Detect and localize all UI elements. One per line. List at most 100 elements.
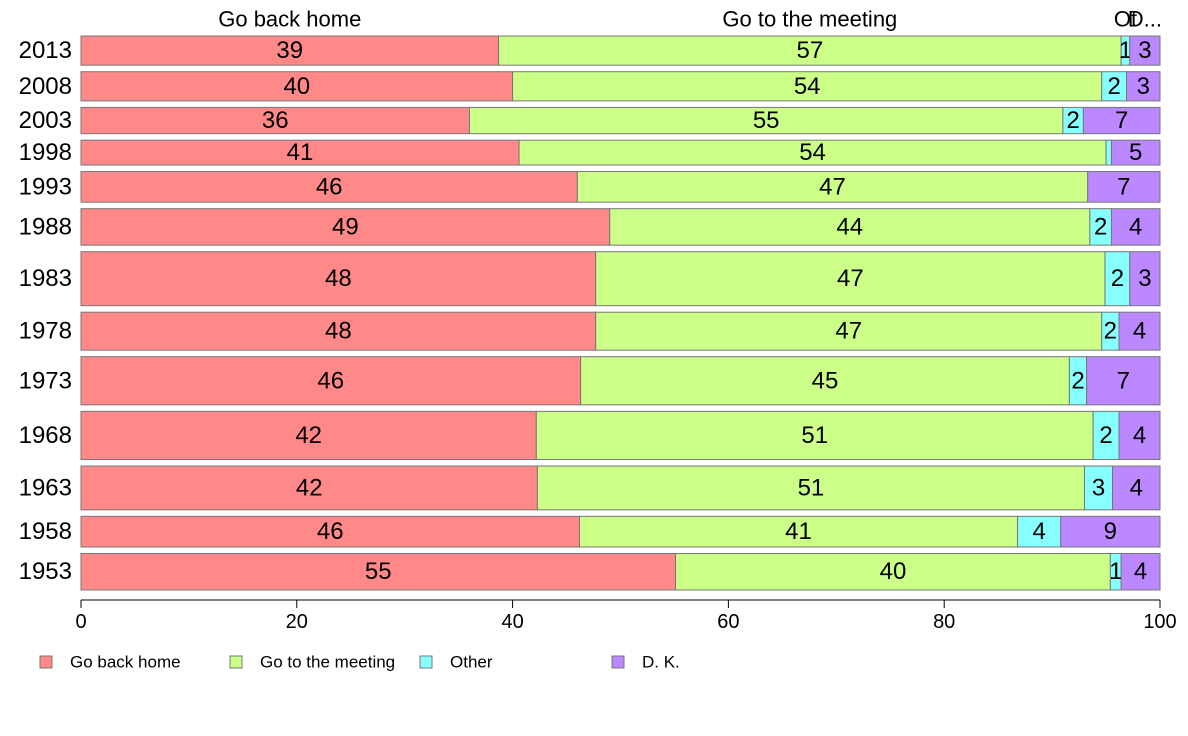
legend: Go back home Go to the meeting Other D. K. [39,653,680,672]
bar-segment-1998-d-k- [1110,139,1161,166]
x-tick-label-60: 60 [717,611,739,633]
bar-segment-1998-other [1105,139,1112,166]
bar-segment-1993-d-k- [1087,171,1161,203]
bar-segment-1963-go-back-home [80,465,538,511]
data-label-1983-2: 2 [1111,265,1124,292]
year-label-1963: 1963 [19,474,72,501]
year-label-1978: 1978 [19,318,72,345]
bar-segment-1998-go-to-the-meeting [518,139,1107,166]
bar-segment-1958-other [1017,515,1062,548]
year-label-1953: 1953 [19,558,72,585]
data-label-2008-1: 54 [794,73,821,100]
data-label-1983-0: 48 [325,265,352,292]
data-label-2003-2: 2 [1066,107,1079,134]
data-label-1968-0: 42 [295,422,322,449]
legend-item-3: D. K. [611,653,680,672]
bar-row-1998: 1998 41 54 5 [19,139,1161,166]
data-label-1998-0: 41 [287,139,314,166]
year-label-2008: 2008 [19,73,72,100]
column-label-0: Go back home [218,7,361,32]
data-label-2003-0: 36 [262,107,289,134]
year-label-1988: 1988 [19,213,72,240]
bar-segment-1953-go-back-home [80,552,677,591]
year-label-1973: 1973 [19,367,72,394]
data-label-1968-3: 4 [1133,422,1146,449]
bar-row-1958: 1958 46 41 4 9 [19,515,1161,548]
data-label-1983-1: 47 [837,265,864,292]
bar-segment-1983-d-k- [1129,251,1161,307]
year-label-1958: 1958 [19,518,72,545]
data-label-1978-2: 2 [1104,318,1117,345]
bar-row-2013: 2013 39 57 1 3 [19,35,1161,66]
bar-segment-1953-d-k- [1120,552,1161,591]
data-label-1978-3: 4 [1133,318,1146,345]
bar-segment-1968-go-to-the-meeting [535,410,1094,461]
bar-segment-1958-go-back-home [80,515,580,548]
legend-label-0: Go back home [70,653,181,672]
data-label-1963-0: 42 [296,474,323,501]
bar-segment-1998-go-back-home [80,139,520,166]
bar-segment-1988-go-back-home [80,208,611,246]
bar-row-1973: 1973 46 45 2 7 [19,356,1161,406]
data-label-1958-0: 46 [317,518,344,545]
bar-segment-1968-other [1092,410,1120,461]
data-label-1958-3: 9 [1104,518,1117,545]
legend-item-1: Go to the meeting [229,653,395,672]
bar-row-1988: 1988 49 44 2 4 [19,208,1161,246]
x-tick-label-100: 100 [1143,611,1176,633]
data-label-2013-0: 39 [276,37,303,64]
year-label-2003: 2003 [19,107,72,134]
year-label-2013: 2013 [19,37,72,64]
bar-segment-1993-go-back-home [80,171,578,203]
data-label-1998-3: 5 [1129,139,1142,166]
column-labels: Go back home Go to the meeting OtD... [218,7,1162,32]
bar-segment-2003-d-k- [1082,106,1161,135]
data-label-2008-0: 40 [283,73,310,100]
data-label-1988-0: 49 [332,213,359,240]
year-label-1968: 1968 [19,422,72,449]
legend-swatch-1 [229,655,243,669]
x-axis: 0 20 40 60 80 100 [75,599,1177,633]
data-label-2008-3: 3 [1137,73,1150,100]
data-label-1973-0: 46 [317,367,344,394]
legend-label-1: Go to the meeting [260,653,395,672]
year-label-1993: 1993 [19,173,72,200]
bar-segment-1988-d-k- [1110,208,1161,246]
data-label-1978-1: 47 [835,318,862,345]
bar-row-2003: 2003 36 55 2 7 [19,106,1161,135]
bar-segment-1963-other [1083,465,1114,511]
data-label-1993-0: 46 [316,173,343,200]
data-label-1953-0: 55 [365,558,392,585]
data-label-1973-1: 45 [812,367,839,394]
x-tick-label-80: 80 [933,611,955,633]
bar-segment-1978-d-k- [1118,311,1161,351]
bar-segment-2008-d-k- [1126,71,1161,102]
data-label-1993-1: 47 [819,173,846,200]
data-label-1963-2: 3 [1092,474,1105,501]
bar-segment-1958-go-to-the-meeting [578,515,1019,548]
bar-segment-1973-go-to-the-meeting [580,356,1070,406]
bar-segment-2013-d-k- [1129,35,1161,66]
column-label-1: Go to the meeting [722,7,897,32]
bar-segment-2003-go-to-the-meeting [468,106,1064,135]
bar-segment-1973-d-k- [1086,356,1161,406]
bar-segment-1978-go-to-the-meeting [595,311,1103,351]
bar-row-1978: 1978 48 47 2 4 [19,311,1161,351]
bar-segment-1978-go-back-home [80,311,597,351]
bar-row-1983: 1983 48 47 2 3 [19,251,1161,307]
data-label-1998-1: 54 [799,139,826,166]
data-label-1953-2: 1 [1109,558,1122,585]
legend-swatch-2 [419,655,433,669]
data-label-1978-0: 48 [325,318,352,345]
legend-item-0: Go back home [39,653,181,672]
data-label-2003-3: 7 [1115,107,1128,134]
data-label-1993-3: 7 [1117,173,1130,200]
data-label-1973-3: 7 [1117,367,1130,394]
year-label-1983: 1983 [19,265,72,292]
bar-segment-1993-go-to-the-meeting [576,171,1089,203]
legend-swatch-0 [39,655,53,669]
data-label-1983-3: 3 [1138,265,1151,292]
data-label-1968-1: 51 [801,422,828,449]
data-label-1958-2: 4 [1032,518,1045,545]
bar-segment-1983-go-back-home [80,251,597,307]
